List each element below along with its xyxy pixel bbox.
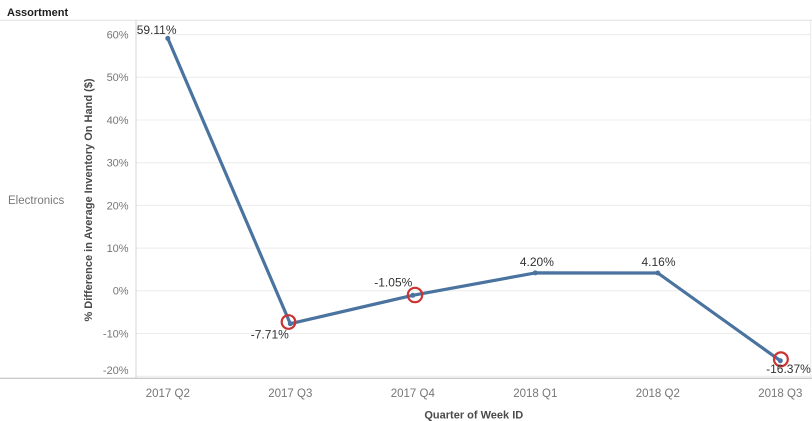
svg-text:50%: 50%	[107, 72, 129, 84]
svg-text:-1.05%: -1.05%	[374, 276, 412, 290]
svg-text:2017 Q2: 2017 Q2	[146, 388, 190, 400]
svg-text:-16.37%: -16.37%	[766, 362, 811, 376]
svg-text:2017 Q4: 2017 Q4	[391, 388, 436, 400]
svg-text:2017 Q3: 2017 Q3	[268, 388, 312, 400]
svg-text:-10%: -10%	[103, 328, 129, 340]
svg-text:0%: 0%	[113, 286, 129, 298]
svg-text:Assortment: Assortment	[7, 7, 68, 19]
svg-text:2018 Q1: 2018 Q1	[513, 388, 557, 400]
svg-text:-7.71%: -7.71%	[251, 327, 289, 341]
svg-text:10%: 10%	[107, 243, 129, 255]
svg-text:40%: 40%	[107, 115, 129, 127]
svg-text:4.20%: 4.20%	[520, 255, 554, 269]
svg-text:30%: 30%	[107, 158, 129, 170]
svg-text:2018 Q2: 2018 Q2	[636, 388, 680, 400]
svg-text:20%: 20%	[107, 200, 129, 212]
svg-text:2018 Q3: 2018 Q3	[758, 388, 802, 400]
svg-text:60%: 60%	[107, 30, 129, 42]
svg-text:% Difference in Average Invent: % Difference in Average Inventory On Han…	[83, 78, 95, 321]
svg-text:-20%: -20%	[103, 365, 129, 377]
svg-text:4.16%: 4.16%	[641, 255, 675, 269]
svg-text:59.11%: 59.11%	[137, 23, 177, 37]
svg-text:Quarter of Week ID: Quarter of Week ID	[424, 410, 523, 421]
svg-text:Electronics: Electronics	[8, 195, 64, 207]
